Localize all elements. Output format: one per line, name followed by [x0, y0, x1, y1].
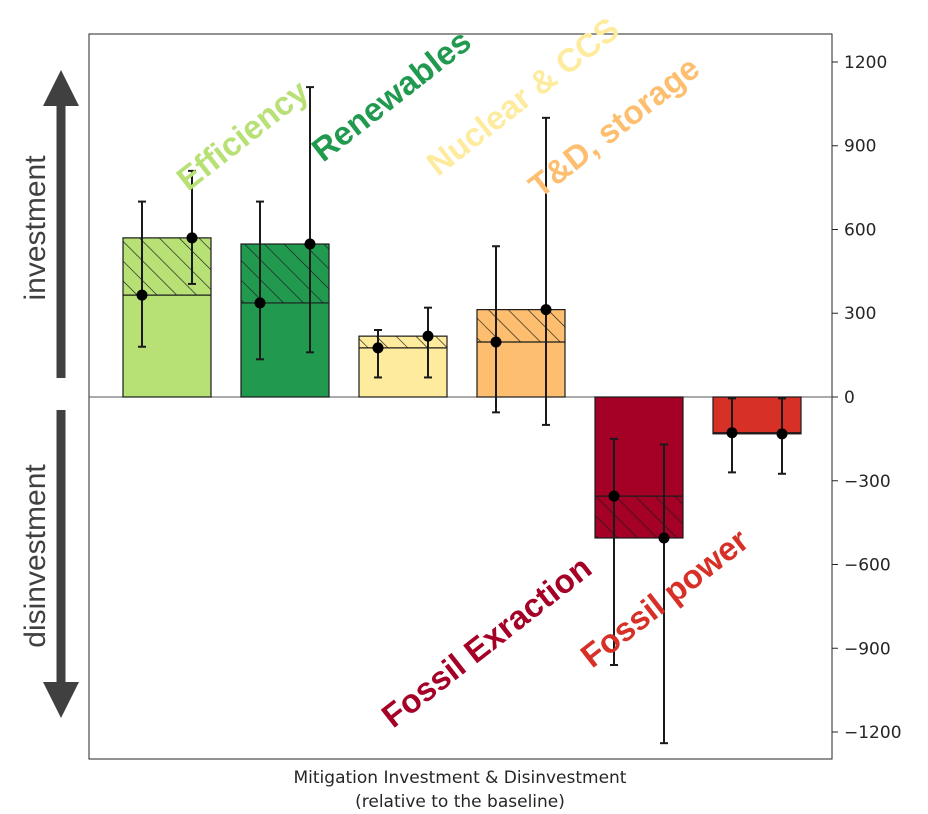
point-renewables-s1	[254, 297, 266, 309]
x-axis-subtitle: (relative to the baseline)	[355, 792, 565, 812]
bar-outline-t-d-storage	[476, 309, 566, 398]
point-fossil-exraction-s2	[658, 532, 670, 544]
point-renewables-s2	[304, 238, 316, 250]
bar-hatch-efficiency	[123, 237, 211, 296]
y-tick-label: −600	[844, 556, 891, 576]
bar-outline-efficiency	[122, 237, 212, 398]
y-tick-label: −300	[844, 472, 891, 492]
bar-hatch-t-d-storage	[477, 309, 565, 343]
y-tick-label: 0	[844, 388, 855, 408]
point-t-d-storage-s1	[490, 336, 502, 348]
y-tick-label: 1200	[844, 53, 887, 73]
y-tick-label: −900	[844, 639, 891, 659]
y-tick-label: −1200	[844, 723, 902, 743]
point-efficiency-s2	[186, 232, 198, 244]
investment-label: investment	[19, 155, 52, 301]
point-fossil-power-s2	[776, 428, 788, 440]
x-axis-title: Mitigation Investment & Disinvestment	[294, 768, 627, 788]
bar-hatch-fossil-exraction	[595, 496, 683, 538]
y-tick-label: 300	[844, 304, 876, 324]
disinvestment-label: disinvestment	[19, 464, 52, 648]
point-nuclear-ccs-s2	[422, 330, 434, 342]
y-axis: 1200 900 600 300 0 −300 −600 −900 −1200	[832, 53, 902, 743]
bar-outline-fossil-power	[712, 396, 802, 435]
y-tick-label: 600	[844, 220, 876, 240]
point-fossil-exraction-s1	[608, 490, 620, 502]
bar-outline-nuclear-ccs	[358, 335, 448, 398]
bar-outline-renewables	[240, 243, 330, 398]
y-tick-label: 900	[844, 137, 876, 157]
bars-group	[122, 237, 802, 539]
bar-fossil-power	[713, 397, 801, 434]
point-fossil-power-s1	[726, 427, 738, 439]
point-efficiency-s1	[136, 289, 148, 301]
bar-hatch-nuclear-ccs	[359, 336, 447, 348]
point-nuclear-ccs-s1	[372, 342, 384, 354]
bar-hatch-renewables	[241, 244, 329, 303]
bar-outline-fossil-exraction	[594, 396, 684, 539]
point-t-d-storage-s2	[540, 304, 552, 316]
error-bars-group	[136, 86, 788, 745]
